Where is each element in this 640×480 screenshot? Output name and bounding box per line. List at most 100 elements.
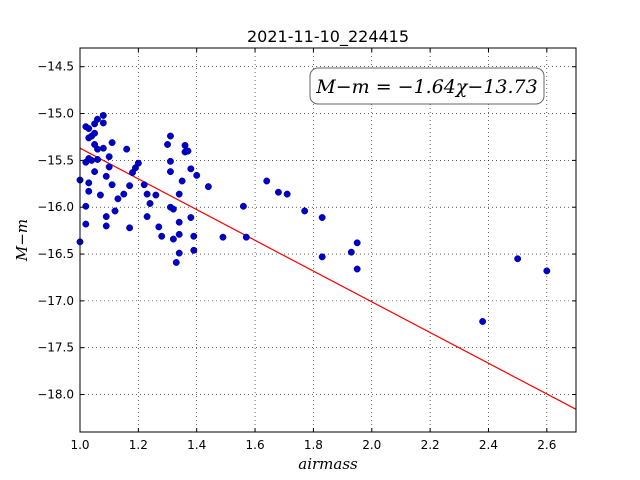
data-point bbox=[126, 224, 134, 232]
y-tick-label: −18.0 bbox=[37, 388, 74, 402]
data-point bbox=[152, 191, 160, 199]
data-point bbox=[283, 190, 291, 198]
data-point bbox=[155, 223, 163, 231]
data-point bbox=[120, 190, 128, 198]
y-tick-label: −16.5 bbox=[37, 247, 74, 261]
data-point bbox=[102, 172, 110, 180]
grid-lines bbox=[79, 48, 576, 432]
data-point bbox=[318, 253, 326, 261]
data-point bbox=[85, 179, 93, 187]
y-tick-label: −17.0 bbox=[37, 294, 74, 308]
data-point bbox=[166, 168, 174, 176]
data-point bbox=[123, 145, 131, 153]
data-point bbox=[85, 125, 93, 132]
data-point bbox=[102, 222, 110, 230]
data-point bbox=[91, 168, 99, 176]
x-tick-label: 1.8 bbox=[304, 438, 323, 452]
data-point bbox=[164, 141, 171, 148]
data-point bbox=[108, 181, 116, 189]
annotation-box bbox=[309, 67, 545, 105]
data-point bbox=[193, 171, 201, 179]
data-point bbox=[99, 144, 107, 152]
data-point bbox=[353, 265, 361, 273]
data-point bbox=[99, 119, 107, 127]
data-point bbox=[242, 233, 250, 241]
data-point bbox=[204, 183, 212, 191]
data-point bbox=[102, 213, 110, 221]
x-tick-label: 2.0 bbox=[362, 438, 381, 452]
data-point bbox=[353, 239, 361, 247]
data-point bbox=[175, 218, 183, 226]
data-point bbox=[99, 111, 107, 119]
annotation-text: M−m = −1.64χ−13.73 bbox=[315, 76, 537, 98]
data-point bbox=[126, 182, 134, 190]
data-point bbox=[111, 207, 119, 215]
data-point bbox=[146, 200, 154, 207]
data-point bbox=[172, 259, 180, 266]
y-tick-label: −16.0 bbox=[37, 200, 74, 214]
data-point bbox=[187, 165, 195, 173]
data-point bbox=[91, 129, 99, 137]
data-point bbox=[96, 191, 104, 199]
data-point bbox=[166, 157, 174, 165]
plot-frame bbox=[79, 47, 577, 433]
data-point bbox=[543, 267, 551, 275]
data-point bbox=[178, 177, 186, 185]
data-point bbox=[114, 195, 122, 203]
data-point bbox=[94, 115, 101, 123]
y-axis-label: M−m bbox=[13, 219, 31, 262]
data-point bbox=[169, 205, 177, 213]
data-point bbox=[158, 232, 166, 240]
data-point bbox=[166, 132, 174, 140]
data-point bbox=[318, 214, 326, 221]
fit-line-group bbox=[79, 147, 577, 410]
data-point bbox=[143, 190, 151, 198]
data-point bbox=[263, 177, 271, 185]
y-tick-label: −17.5 bbox=[37, 341, 74, 355]
data-point bbox=[105, 153, 113, 161]
data-point bbox=[175, 249, 183, 257]
data-point bbox=[274, 188, 282, 196]
x-axis-label: airmass bbox=[298, 455, 358, 473]
data-point bbox=[94, 145, 101, 153]
data-point bbox=[184, 147, 192, 155]
data-point bbox=[175, 190, 183, 198]
data-point bbox=[239, 202, 247, 210]
x-tick-label: 2.6 bbox=[537, 438, 556, 452]
data-point bbox=[105, 163, 113, 171]
x-tick-label: 1.2 bbox=[129, 438, 148, 452]
x-tick-labels: 1.0 1.2 1.4 1.6 1.8 2.0 2.2 2.4 2.6 bbox=[70, 438, 556, 452]
y-tick-label: −15.0 bbox=[37, 107, 74, 121]
x-tick-label: 1.4 bbox=[187, 438, 206, 452]
x-tick-label: 2.2 bbox=[421, 438, 440, 452]
x-tick-label: 1.6 bbox=[246, 438, 265, 452]
data-point bbox=[134, 159, 142, 167]
fit-annotation: M−m = −1.64χ−13.73 bbox=[309, 67, 545, 105]
data-point bbox=[479, 318, 487, 325]
axis-ticks bbox=[79, 48, 576, 432]
data-point bbox=[175, 230, 183, 238]
data-point bbox=[94, 156, 101, 163]
data-point bbox=[169, 235, 177, 243]
x-tick-label: 2.4 bbox=[479, 438, 498, 452]
data-point bbox=[190, 232, 198, 240]
data-point bbox=[347, 248, 355, 256]
y-tick-label: −15.5 bbox=[37, 153, 74, 167]
fit-line bbox=[79, 147, 577, 410]
x-tick-label: 1.0 bbox=[70, 438, 89, 452]
chart-title: 2021-11-10_224415 bbox=[247, 27, 409, 47]
data-point bbox=[301, 207, 309, 215]
data-point bbox=[85, 187, 93, 195]
data-point bbox=[88, 156, 96, 164]
data-point bbox=[108, 139, 116, 147]
data-point bbox=[190, 246, 198, 254]
data-point bbox=[143, 213, 151, 221]
scatter-points bbox=[76, 111, 551, 325]
data-point bbox=[82, 202, 90, 210]
data-point bbox=[140, 181, 148, 189]
data-point bbox=[219, 233, 227, 241]
y-tick-labels: −14.5 −15.0 −15.5 −16.0 −16.5 −17.0 −17.5 −18.0 bbox=[37, 60, 74, 402]
data-point bbox=[187, 214, 195, 221]
data-point bbox=[82, 220, 90, 228]
